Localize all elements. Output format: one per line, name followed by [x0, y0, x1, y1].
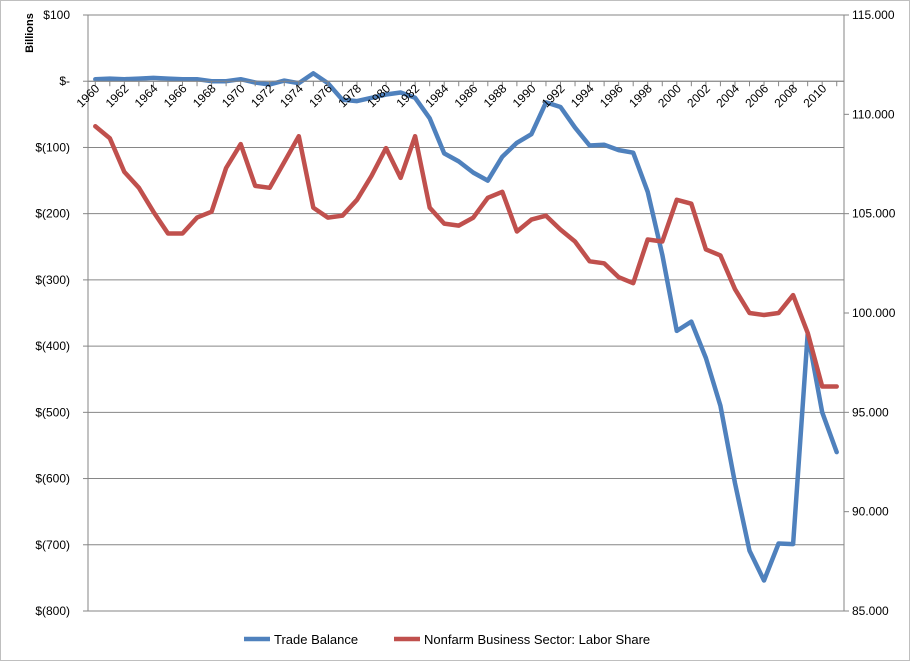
x-tick-label: 1990 [510, 81, 539, 110]
left-tick-label: $(600) [35, 472, 70, 486]
x-tick-label: 1962 [103, 81, 132, 110]
x-tick-label: 1968 [190, 81, 219, 110]
x-tick-label: 2004 [713, 81, 742, 110]
right-tick-label: 105.000 [852, 207, 896, 221]
legend-entry-labor-share-label: Nonfarm Business Sector: Labor Share [424, 632, 650, 647]
x-tick-label: 2010 [801, 81, 830, 110]
left-tick-label: $(200) [35, 207, 70, 221]
x-tick-label: 2006 [742, 81, 771, 110]
right-tick-label: 110.000 [852, 107, 895, 121]
x-tick-label: 1996 [597, 81, 626, 110]
x-axis: 1960 1962 1964 1966 1968 1970 1972 1974 1976 1978… [74, 80, 844, 110]
series-line-trade-balance [93, 71, 839, 583]
x-tick-label: 1964 [132, 81, 161, 110]
x-tick-label: 1986 [452, 81, 481, 110]
left-tick-label: $(800) [35, 604, 70, 618]
left-tick-label: $100 [43, 8, 70, 22]
right-tick-label: 100.000 [852, 306, 896, 320]
legend: Trade Balance Nonfarm Business Sector: La… [244, 632, 650, 647]
series-line-labor-share [93, 124, 839, 389]
x-tick-label: 1970 [219, 81, 248, 110]
right-tick-label: 85.000 [852, 604, 889, 618]
x-tick-label: 1998 [626, 81, 655, 110]
left-tick-label: $(300) [35, 273, 70, 287]
legend-entry-trade-balance-label: Trade Balance [274, 632, 358, 647]
x-tick-label: 1978 [335, 81, 364, 110]
x-tick-label: 2002 [684, 81, 713, 110]
left-tick-label: $(500) [35, 405, 70, 419]
left-axis-title: Billions [24, 13, 36, 53]
right-tick-label: 90.000 [852, 505, 889, 519]
left-tick-label: $- [59, 74, 70, 88]
series-lines [93, 71, 839, 583]
right-tick-label: 95.000 [852, 405, 889, 419]
x-tick-label: 1988 [481, 81, 510, 110]
right-tick-label: 115.000 [852, 8, 895, 22]
left-tick-label: $(100) [35, 140, 70, 154]
left-tick-label: $(700) [35, 538, 70, 552]
x-tick-label: 2008 [771, 81, 800, 110]
right-axis: 115.000 110.000 105.000 100.000 95.000 90.000… [843, 8, 896, 618]
x-tick-label: 2000 [655, 81, 684, 110]
left-tick-label: $(400) [35, 339, 70, 353]
x-tick-label: 1984 [423, 81, 452, 110]
left-axis: $100 $- $(100) $(200) $(300) $(400) $(500) $(60… [35, 8, 89, 618]
x-tick-label: 1966 [161, 81, 190, 110]
x-tick-label: 1974 [277, 81, 306, 110]
x-tick-label: 1994 [568, 81, 597, 110]
